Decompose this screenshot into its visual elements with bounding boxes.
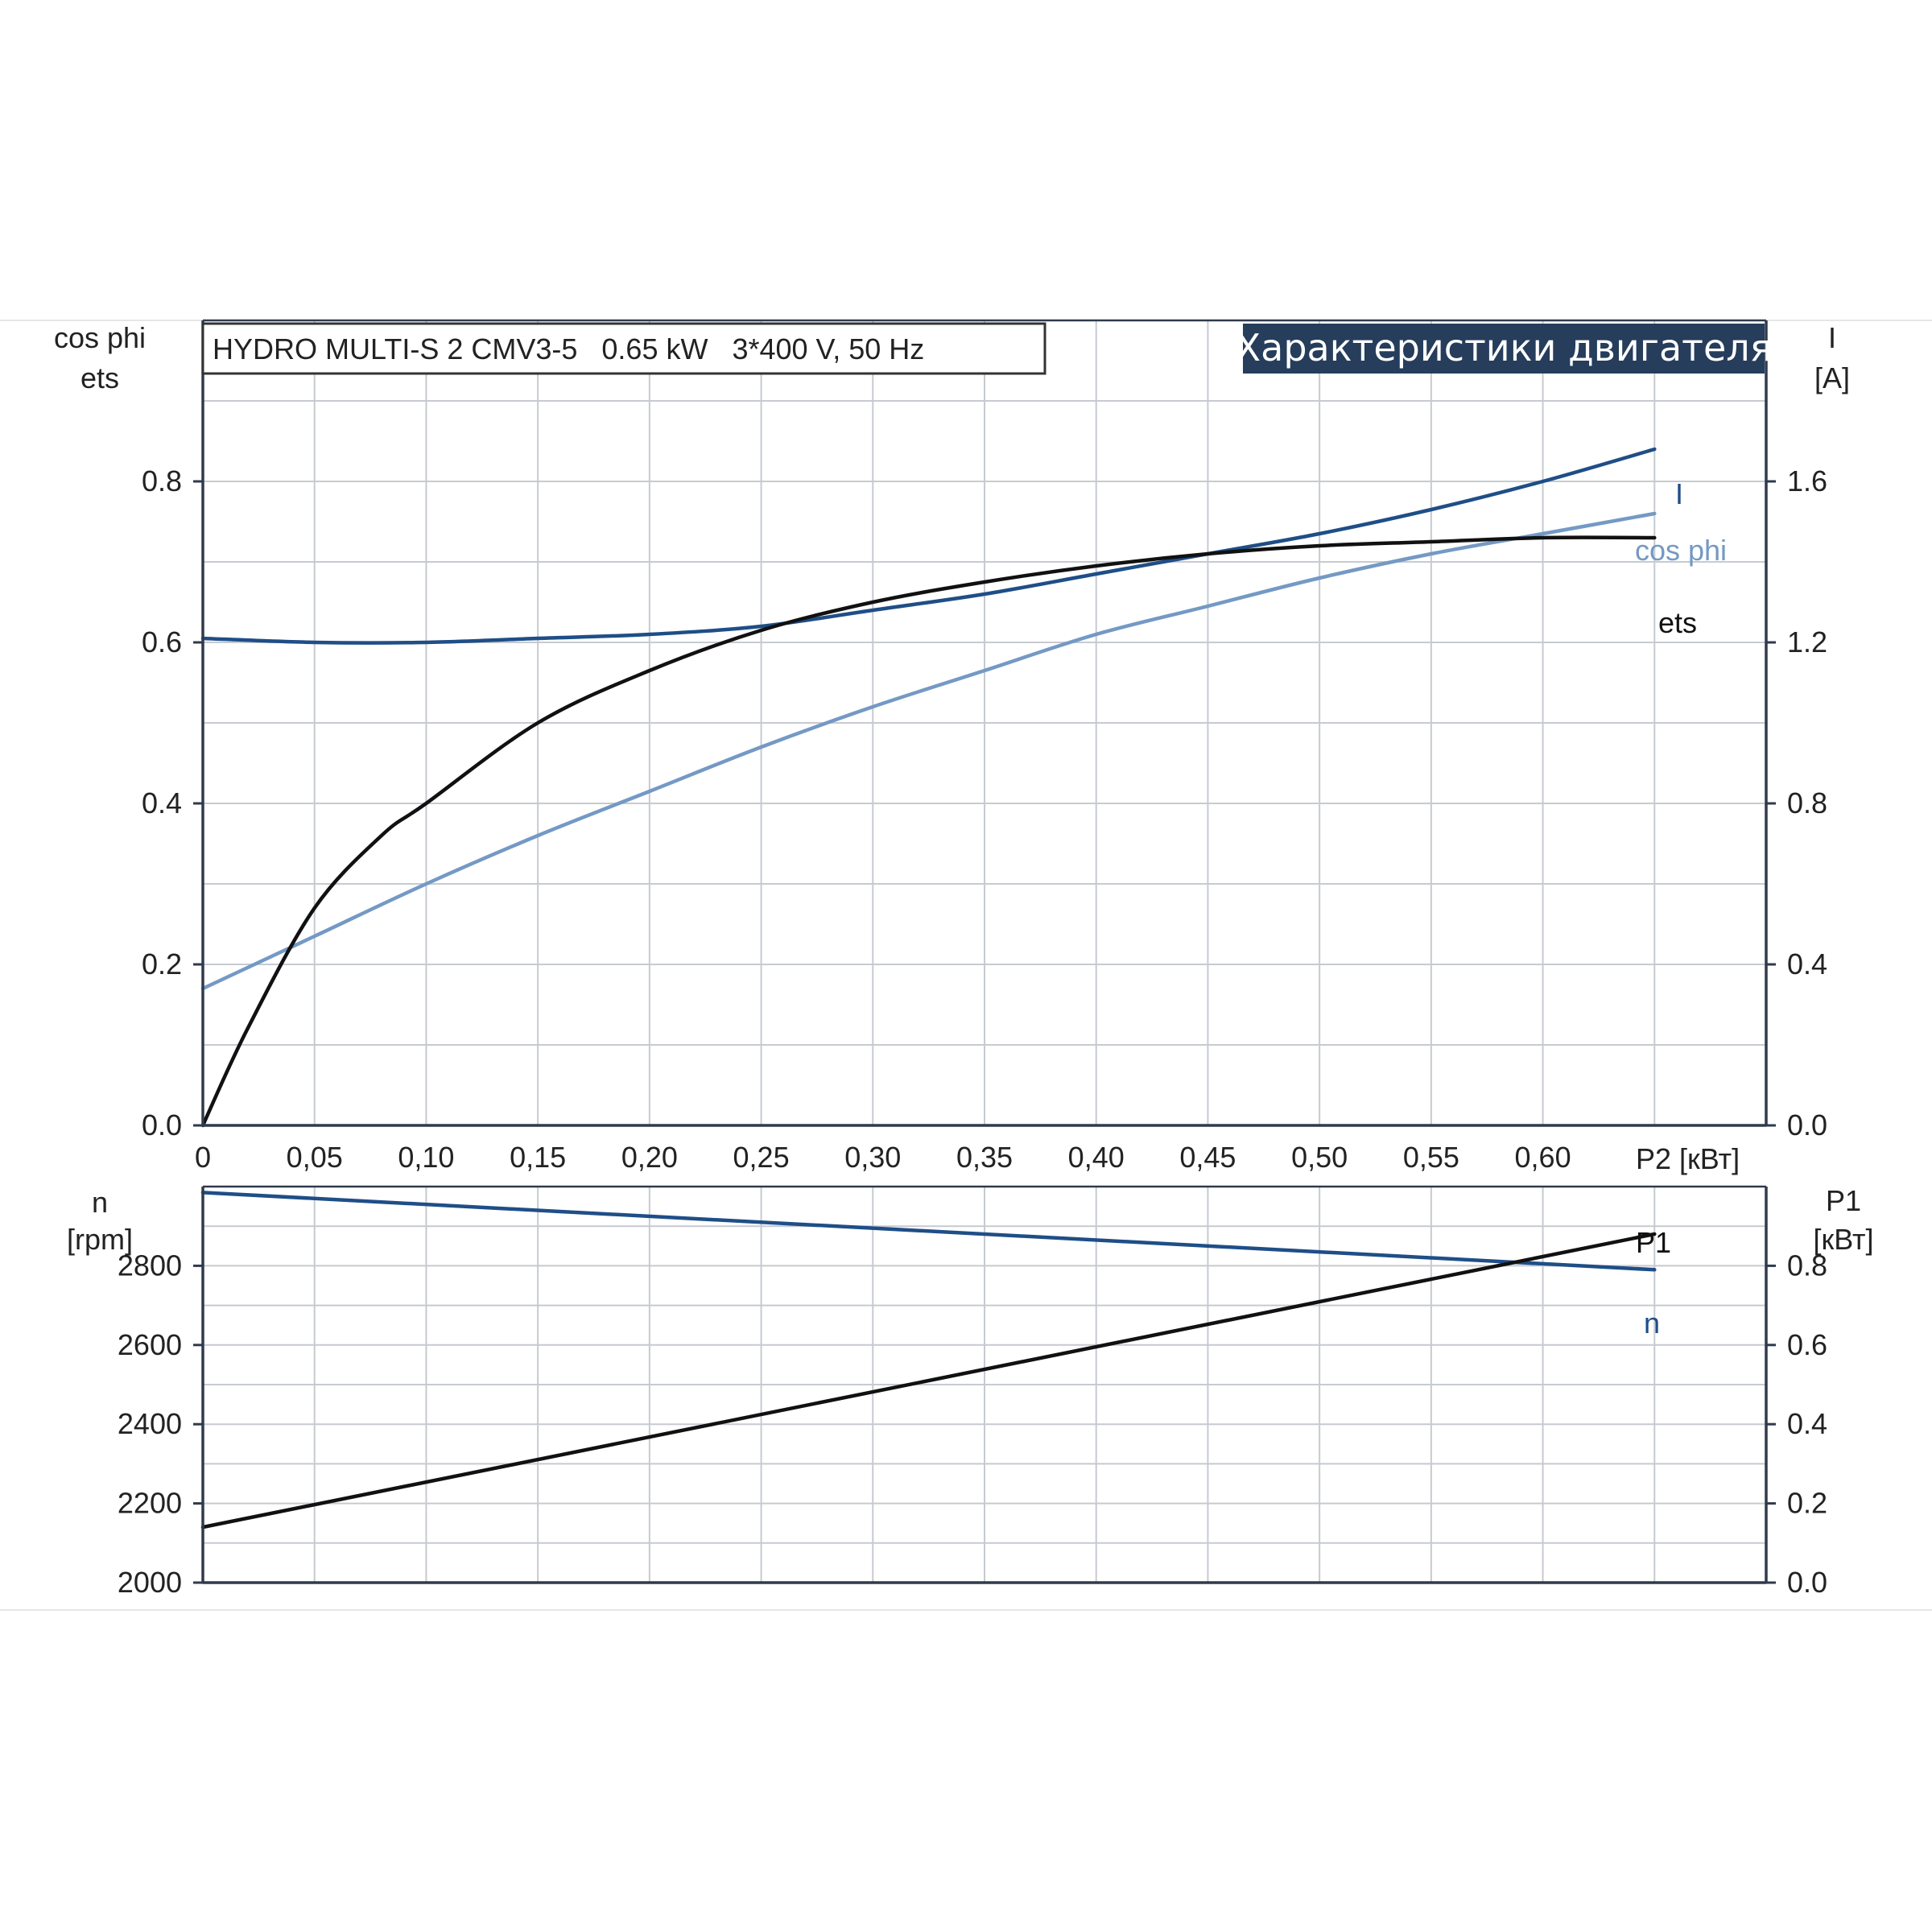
top-right-tick-label: 0.4 — [1787, 947, 1827, 980]
bottom-left-tick-label: 2200 — [118, 1487, 182, 1520]
bottom-left-tick-label: 2600 — [118, 1328, 182, 1361]
top-plot: 0.0 0.2 0.4 0.6 0.8 0.0 0.4 0.8 1.2 1.6 0 0,05 0,10 0… — [54, 319, 1850, 1175]
bottom-plot: 2000 2200 2400 2600 2800 0.0 0.2 0.4 0.6 0.8 n [r… — [67, 1184, 1874, 1599]
bottom-left-tick-label: 2000 — [118, 1566, 182, 1599]
title-box: HYDRO MULTI-S 2 CMV3-5 0.65 kW 3*400 V, … — [201, 322, 1046, 375]
top-right-axis-label-1: I — [1828, 321, 1836, 354]
top-ticks: 0.0 0.2 0.4 0.6 0.8 0.0 0.4 0.8 1.2 1.6 0 0,05 0,10 0… — [142, 464, 1827, 1174]
bottom-left-axis-label-2: [rpm] — [67, 1223, 133, 1256]
series-ets-line — [200, 535, 1657, 1128]
x-tick-label: 0,55 — [1403, 1141, 1459, 1174]
top-left-tick-label: 0.2 — [142, 947, 182, 980]
top-grid — [202, 320, 1767, 1126]
bottom-grid — [202, 1186, 1767, 1583]
chart-title: HYDRO MULTI-S 2 CMV3-5 0.65 kW 3*400 V, … — [213, 332, 924, 365]
series-n-line — [200, 1191, 1657, 1272]
x-tick-label: 0,45 — [1179, 1141, 1236, 1174]
top-right-tick-label: 0.0 — [1787, 1108, 1827, 1141]
top-left-tick-label: 0.0 — [142, 1108, 182, 1141]
curve-label-cos-phi: cos phi — [1635, 534, 1727, 567]
top-right-axis-label-2: [A] — [1814, 361, 1850, 394]
series-p1-line — [200, 1232, 1657, 1530]
bottom-left-axis-label-1: n — [92, 1186, 108, 1219]
top-right-tick-label: 0.8 — [1787, 786, 1827, 819]
top-left-axis-label-2: ets — [80, 361, 119, 394]
bottom-right-tick-label: 0.6 — [1787, 1328, 1827, 1361]
x-tick-label: 0,10 — [398, 1141, 454, 1174]
curve-label-n: n — [1644, 1307, 1660, 1340]
x-tick-label: 0 — [195, 1141, 211, 1174]
top-right-tick-label: 1.6 — [1787, 464, 1827, 497]
top-left-tick-label: 0.4 — [142, 786, 182, 819]
x-axis-label: P2 [кВт] — [1636, 1142, 1740, 1175]
top-left-axis-label-1: cos phi — [54, 321, 146, 354]
top-right-tick-label: 1.2 — [1787, 625, 1827, 658]
x-tick-label: 0,25 — [733, 1141, 790, 1174]
curve-label-p1: P1 — [1636, 1226, 1671, 1259]
badge: Характеристики двигателя — [1236, 324, 1773, 374]
x-tick-label: 0,20 — [621, 1141, 678, 1174]
bottom-left-tick-label: 2400 — [118, 1407, 182, 1440]
x-tick-label: 0,50 — [1291, 1141, 1348, 1174]
top-left-tick-label: 0.6 — [142, 625, 182, 658]
top-axes — [201, 319, 1768, 1127]
bottom-right-tick-label: 0.8 — [1787, 1249, 1827, 1282]
top-left-tick-label: 0.8 — [142, 464, 182, 497]
x-tick-label: 0,05 — [287, 1141, 343, 1174]
bottom-axes — [201, 1185, 1768, 1584]
bottom-ticks: 2000 2200 2400 2600 2800 0.0 0.2 0.4 0.6 0.8 — [118, 1249, 1827, 1599]
bottom-right-axis-label-1: P1 — [1826, 1184, 1861, 1217]
bottom-right-axis-label-2: [кВт] — [1813, 1223, 1873, 1256]
bottom-left-tick-label: 2800 — [118, 1249, 182, 1282]
series-cos-phi-line — [200, 511, 1657, 991]
bottom-right-tick-label: 0.2 — [1787, 1487, 1827, 1520]
x-tick-label: 0,35 — [956, 1141, 1013, 1174]
top-curves — [200, 447, 1657, 1128]
badge-text: Характеристики двигателя — [1236, 326, 1773, 369]
curve-label-ets: ets — [1658, 606, 1697, 639]
bottom-right-tick-label: 0.4 — [1787, 1407, 1827, 1440]
x-tick-label: 0,40 — [1068, 1141, 1125, 1174]
bottom-right-tick-label: 0.0 — [1787, 1566, 1827, 1599]
curve-label-i: I — [1675, 477, 1683, 510]
x-tick-label: 0,15 — [510, 1141, 566, 1174]
x-tick-label: 0,60 — [1515, 1141, 1571, 1174]
x-tick-label: 0,30 — [844, 1141, 901, 1174]
bottom-curves — [200, 1191, 1657, 1530]
series-i-line — [200, 447, 1657, 645]
